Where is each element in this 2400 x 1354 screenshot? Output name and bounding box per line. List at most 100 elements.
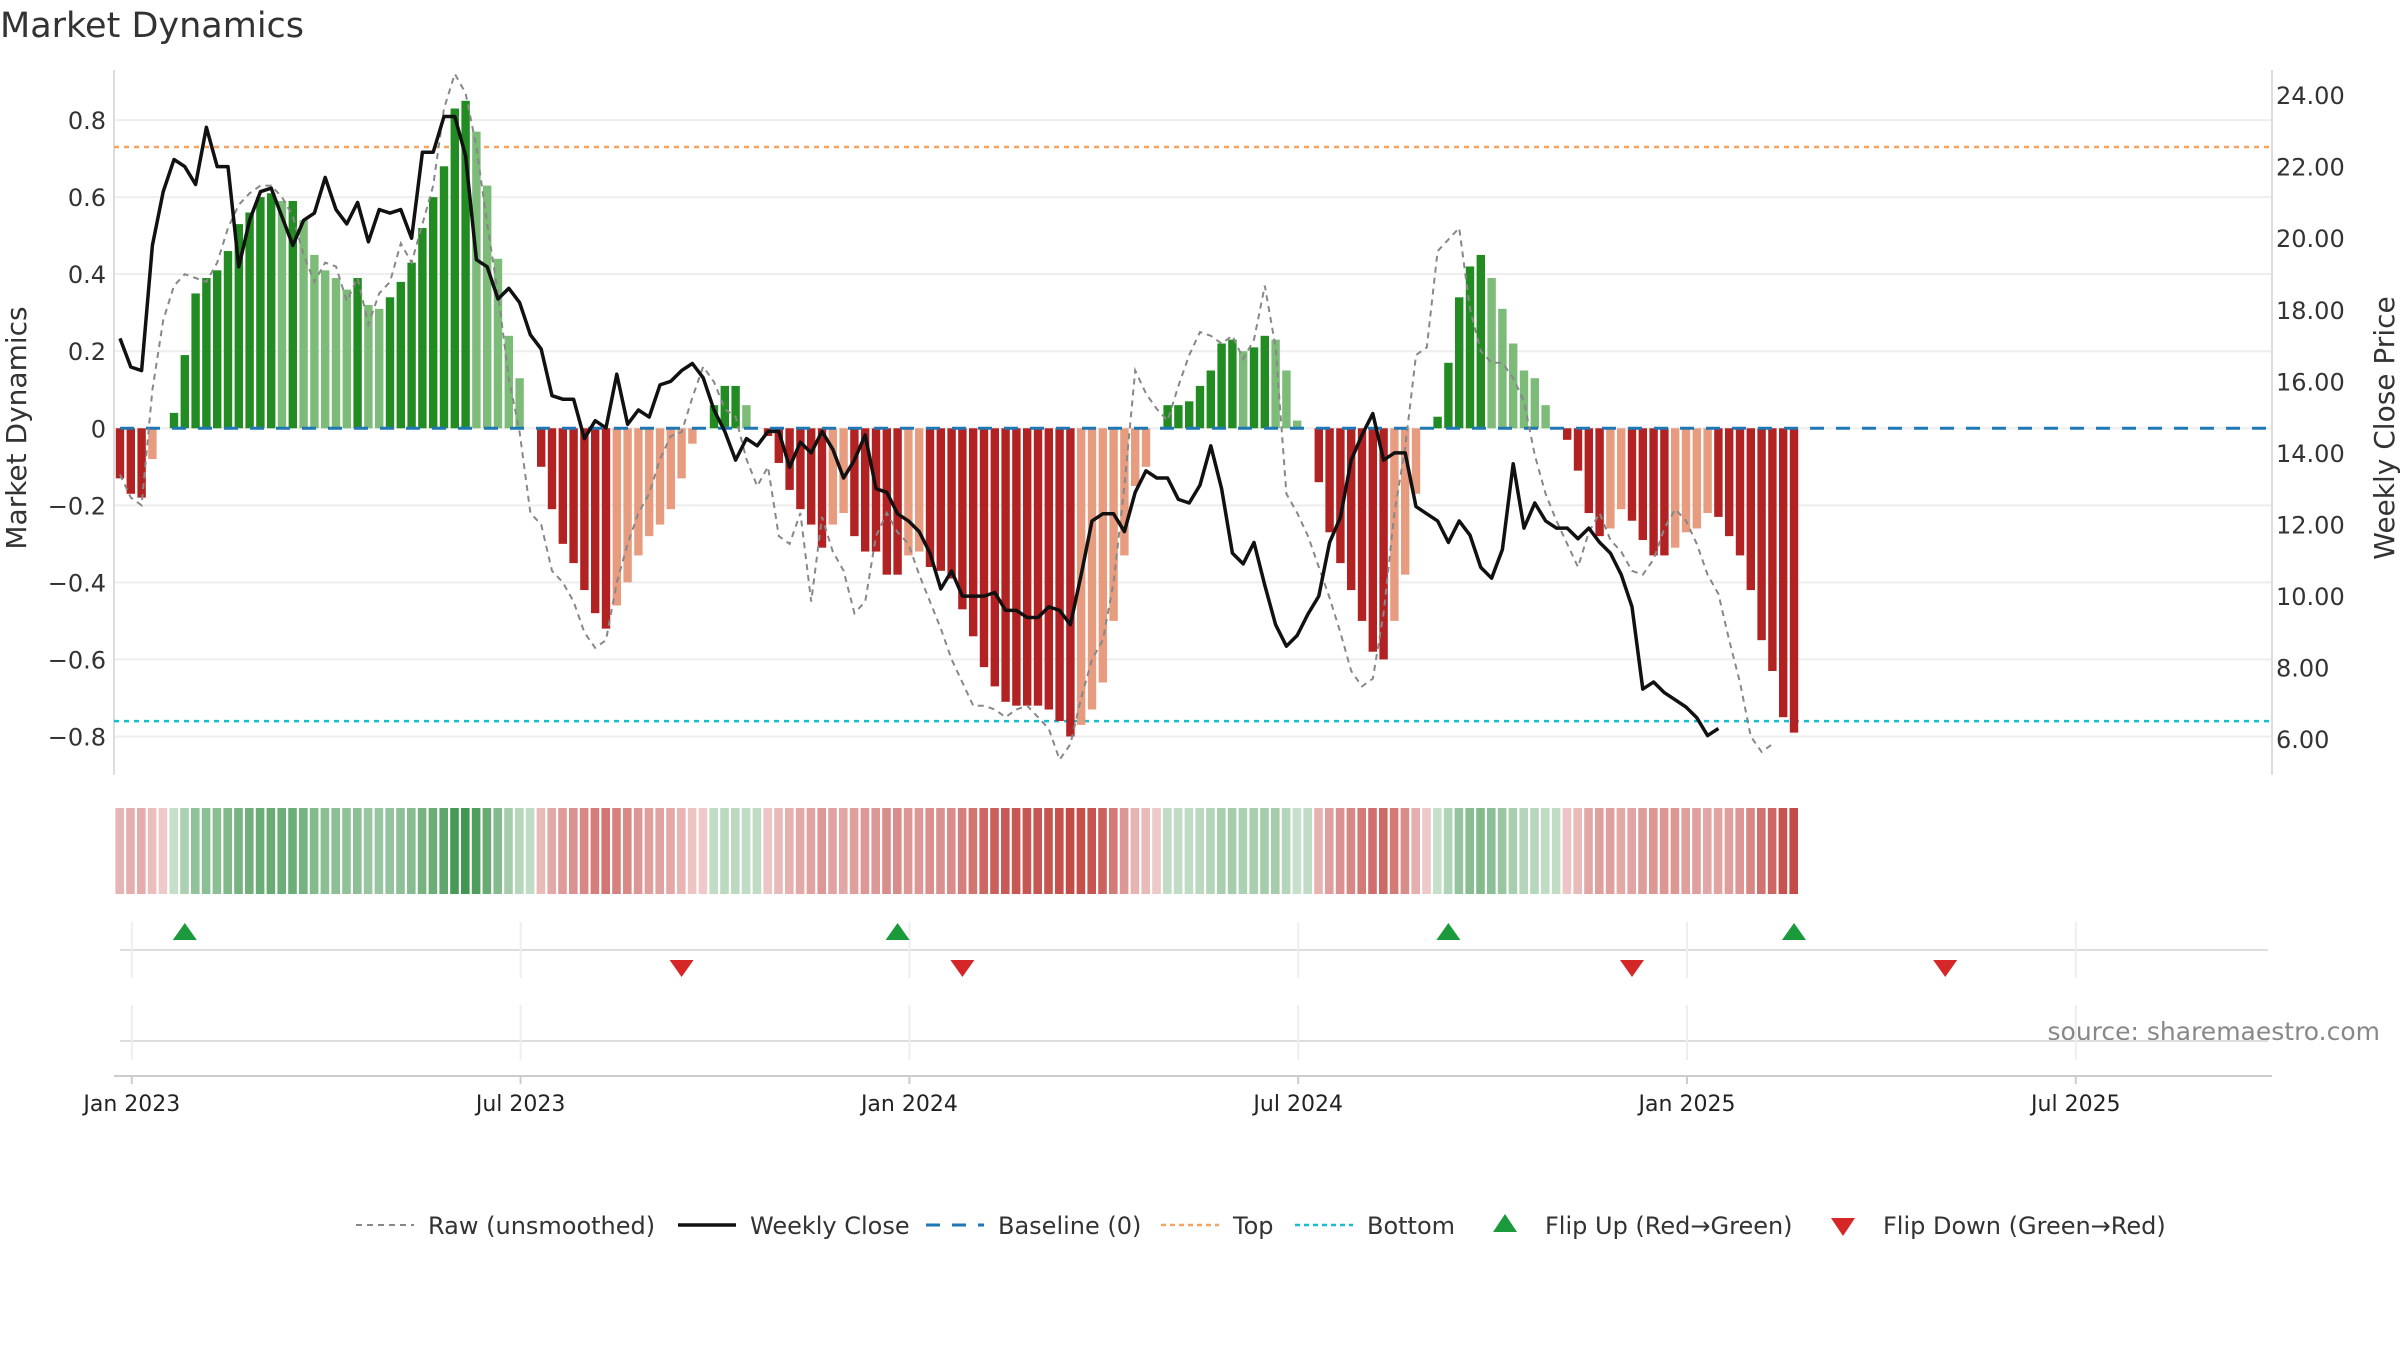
dynamics-bar [731,385,740,429]
heat-strip-cell [828,808,837,894]
x-tick-label: Jul 2024 [1251,1092,1343,1117]
y2-tick-label: 18.00 [2276,297,2345,325]
chart-title: Market Dynamics [0,6,304,46]
dynamics-bar [1411,428,1421,494]
heat-strip-cell [385,808,394,894]
heat-strip-cell [407,808,416,894]
y-tick-label: 0.8 [68,107,106,135]
heat-strip-cell [428,808,438,894]
heat-strip-cell [374,808,384,894]
dynamics-bar [148,428,157,460]
heat-strip-cell [1346,808,1356,894]
heat-strip-cell [299,808,308,894]
dynamics-bar [1627,428,1637,521]
heat-strip-cell [785,808,794,894]
dynamics-bar [407,262,416,429]
dynamics-bar [1087,428,1097,710]
heat-strip-cell [1011,808,1021,894]
dynamics-bar [1476,254,1485,429]
heat-strip-cell [1292,808,1302,894]
dynamics-bar [1055,428,1064,722]
dynamics-bar [742,405,751,429]
dynamics-bar [1487,278,1496,429]
y2-tick-label: 20.00 [2276,225,2345,253]
dynamics-bar [1217,343,1226,429]
heat-strip-cell [644,808,654,894]
dynamics-bar [1282,370,1291,429]
dynamics-bar [1271,339,1280,429]
y-axis-label: Market Dynamics [0,306,33,549]
dynamics-bar [1023,428,1032,706]
dynamics-bar [1379,428,1388,660]
heat-strip-cell [1173,808,1183,894]
heat-strip-cell [569,808,578,894]
dynamics-bar [1714,428,1723,517]
dynamics-bar [807,428,816,525]
heat-strip-cell [839,808,848,894]
heat-strip-cell [1281,808,1291,894]
heat-strip-cell [968,808,978,894]
dynamics-bar [342,289,351,429]
dynamics-bar [947,428,956,579]
heat-strip-cell [579,808,589,894]
dynamics-bar [1260,335,1269,429]
dynamics-bar [958,428,967,610]
y2-tick-label: 6.00 [2276,726,2329,754]
dynamics-bar [612,428,621,606]
dynamics-bar [429,197,438,429]
dynamics-bar [666,428,675,510]
heat-strip-cell [1411,808,1420,894]
dynamics-bar [1595,428,1604,537]
heat-strip-cell [1530,808,1539,894]
heat-strip-cell [1044,808,1053,894]
dynamics-bar [1768,428,1777,671]
x-tick-label: Jan 2024 [859,1092,958,1117]
x-tick-label: Jan 2023 [81,1092,180,1117]
heat-strip-cell [1195,808,1204,894]
flip-up-marker [1436,923,1461,940]
heat-strip-cell [1649,808,1658,894]
heat-strip-cell [1454,808,1464,894]
heat-strip-cell [1778,808,1788,894]
dynamics-bar [1606,428,1615,529]
heat-strip-cell [914,808,924,894]
heat-strip-cell [947,808,956,894]
dynamics-bar [828,428,837,525]
y-tick-label: 0.6 [68,184,106,212]
dynamics-bar [353,278,362,429]
legend-swatch-flip-down [1831,1218,1855,1236]
heat-strip-cell [169,808,178,894]
dynamics-bar [893,428,902,575]
dynamics-bar [1141,428,1151,467]
y2-tick-label: 12.00 [2276,511,2345,539]
dynamics-bar [299,220,308,429]
y-tick-label: 0.4 [68,261,106,289]
dynamics-bar [677,428,686,479]
heat-strip-cell [212,808,222,894]
dynamics-bar [904,428,913,556]
flip-down-marker [950,960,975,977]
heat-strip-cell [849,808,859,894]
dynamics-bar [925,428,935,567]
dynamics-bar [137,428,146,498]
dynamics-bar [1509,343,1518,429]
heat-strip-cell [1681,808,1690,894]
dynamics-bar [1649,428,1658,556]
heat-strip-cell [126,808,135,894]
dynamics-bar [839,428,848,514]
flip-down-marker [669,960,694,977]
heat-strip-cell [709,808,718,894]
heat-strip-cell [1022,808,1032,894]
heat-strip-cell [147,808,157,894]
dynamics-bar [396,281,405,429]
heat-strip-cell [698,808,708,894]
heat-strip-cell [925,808,934,894]
dynamics-bar [180,355,189,429]
heat-strip-cell [277,808,286,894]
dynamics-bar [601,428,611,629]
heat-strip-cell [1443,808,1453,894]
heat-strip-cell [180,808,189,894]
heat-strip-cell [590,808,600,894]
dynamics-bar [1789,428,1799,733]
